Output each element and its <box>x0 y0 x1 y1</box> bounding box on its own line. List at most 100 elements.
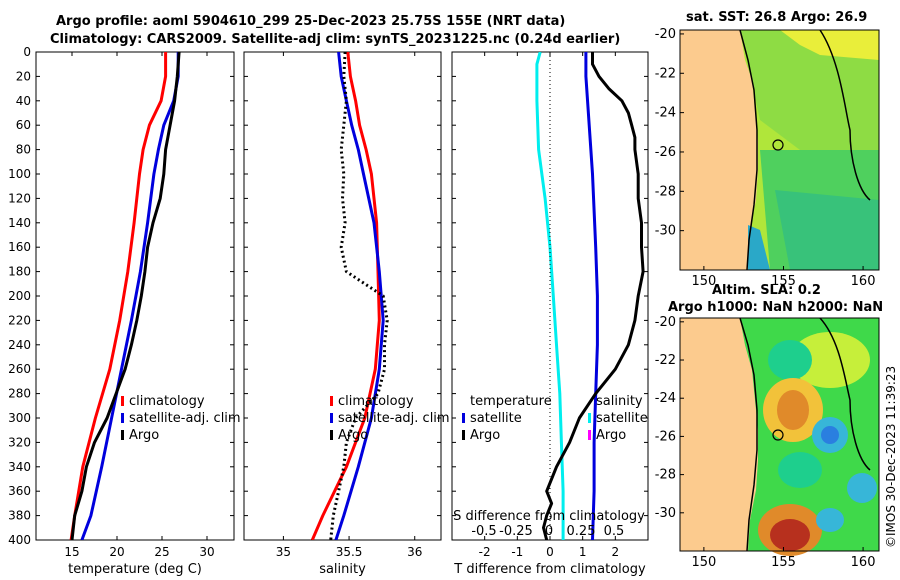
s-tick-label: 0.25 <box>567 524 596 539</box>
map-y-tick-label: -28 <box>655 468 676 483</box>
s-tick-label: 0 <box>545 524 553 539</box>
depth-tick-label: 400 <box>8 533 31 547</box>
sst-map-title: sat. SST: 26.8 Argo: 26.9 <box>686 10 868 25</box>
sst-argo-marker <box>772 139 784 151</box>
series-line-argo <box>70 52 181 540</box>
map-x-tick-label: 155 <box>771 555 796 570</box>
series-line-climatology <box>310 52 381 540</box>
x-tick-label: 30 <box>199 545 214 559</box>
x-axis-label: T difference from climatology <box>453 562 646 577</box>
series-line-satellite-adj-clim <box>334 52 385 540</box>
legend-swatch <box>462 413 465 423</box>
map-x-tick-label: 150 <box>691 555 716 570</box>
map-y-tick-label: -22 <box>655 353 676 368</box>
map-x-tick-label: 155 <box>771 274 796 289</box>
depth-tick-label: 20 <box>16 69 31 83</box>
legend-swatch <box>330 413 333 423</box>
legend-label: satellite-adj. clim <box>338 411 450 426</box>
map-y-tick-label: -20 <box>655 27 676 42</box>
map-y-tick-label: -24 <box>655 106 676 121</box>
depth-tick-label: 340 <box>8 460 31 474</box>
legend-swatch <box>462 430 465 440</box>
x-axis-label: salinity <box>319 562 366 577</box>
sla-map <box>679 317 880 556</box>
x-tick-label: 15 <box>64 545 79 559</box>
x-tick-label: 2 <box>612 545 620 559</box>
legend-heading-temperature: temperature <box>470 394 552 409</box>
depth-tick-label: 180 <box>8 265 31 279</box>
legend-swatch <box>588 413 591 423</box>
depth-tick-label: 0 <box>23 45 31 59</box>
s-tick-label: -0.5 <box>471 524 496 539</box>
legend-label: satellite <box>470 411 522 426</box>
sla-map-title: Altim. SLA: 0.2 <box>712 283 821 298</box>
main-subtitle: Climatology: CARS2009. Satellite-adj cli… <box>50 32 621 47</box>
x-tick-label: 1 <box>579 545 587 559</box>
x-tick-label: 20 <box>109 545 124 559</box>
series-group <box>69 52 181 540</box>
legend-label: Argo <box>470 428 500 443</box>
depth-tick-label: 240 <box>8 338 31 352</box>
depth-tick-label: 200 <box>8 289 31 303</box>
depth-tick-label: 360 <box>8 484 31 498</box>
legend-swatch <box>121 430 124 440</box>
salinity-panel: 35 35.5 36 salinity climatology satellite-adj… <box>243 51 450 577</box>
depth-tick-label: 140 <box>8 216 31 230</box>
difference-panel: -2 -1 0 1 2 T difference from climatology S di… <box>451 51 649 577</box>
series-group <box>535 52 645 540</box>
depth-tick-label: 280 <box>8 387 31 401</box>
depth-tick-label: 120 <box>8 191 31 205</box>
legend-swatch <box>330 430 333 440</box>
legend-heading-salinity: salinity <box>596 394 643 409</box>
series-line-argo <box>542 52 645 540</box>
depth-tick-label: 320 <box>8 435 31 449</box>
map-y-tick-label: -22 <box>655 66 676 81</box>
depth-tick-label: 260 <box>8 362 31 376</box>
legend-swatch <box>121 413 124 423</box>
x-tick-label: 0 <box>546 545 554 559</box>
depth-tick-label: 380 <box>8 509 31 523</box>
depth-tick-label: 300 <box>8 411 31 425</box>
map-y-tick-label: -30 <box>655 224 676 239</box>
s-tick-label: 0.5 <box>604 524 625 539</box>
x-tick-label: 35 <box>276 545 291 559</box>
map-y-tick-label: -28 <box>655 184 676 199</box>
series-group <box>310 52 389 540</box>
x-axis-label: temperature (deg C) <box>68 562 202 577</box>
legend-label: Argo <box>596 428 626 443</box>
depth-tick-label: 160 <box>8 240 31 254</box>
series-line-argo <box>329 52 389 540</box>
depth-tick-label: 220 <box>8 313 31 327</box>
depth-tick-label: 60 <box>16 118 31 132</box>
series-line-satellite-adj-clim <box>80 52 180 540</box>
legend-label: climatology <box>129 394 205 409</box>
x-tick-label: 25 <box>154 545 169 559</box>
map-y-tick-label: -26 <box>655 429 676 444</box>
map-x-tick-label: 160 <box>851 274 876 289</box>
depth-tick-label: 100 <box>8 167 31 181</box>
map-x-tick-label: 150 <box>691 274 716 289</box>
legend-swatch <box>588 430 591 440</box>
legend-label: satellite-adj. clim <box>129 411 241 426</box>
legend-label: satellite <box>596 411 648 426</box>
depth-tick-label: 80 <box>16 143 31 157</box>
legend-label: Argo <box>129 428 159 443</box>
series-line-climatology <box>69 52 168 540</box>
x-tick-label: 35.5 <box>336 545 363 559</box>
legend-swatch <box>330 396 333 406</box>
s-tick-label: -0.25 <box>499 524 533 539</box>
sst-map <box>679 29 880 271</box>
legend-swatch <box>121 396 124 406</box>
x-tick-label: -1 <box>511 545 523 559</box>
map-axes: 150 155 160 -20 -22 -24 -26 -28 -30 150 155 160 -20 -… <box>655 27 876 570</box>
legend-label: Argo <box>338 428 368 443</box>
map-y-tick-label: -26 <box>655 145 676 160</box>
x-tick-label: 36 <box>407 545 422 559</box>
sla-map-subtitle: Argo h1000: NaN h2000: NaN <box>668 300 884 315</box>
legend-label: climatology <box>338 394 414 409</box>
series-line-salinity-satellite <box>584 52 599 540</box>
top-axis-label: S difference from climatology <box>453 509 645 524</box>
temperature-panel: 0 20 40 60 80 100 120 140 160 180 200 220 240 260 280 3… <box>8 45 241 577</box>
map-y-tick-label: -30 <box>655 506 676 521</box>
